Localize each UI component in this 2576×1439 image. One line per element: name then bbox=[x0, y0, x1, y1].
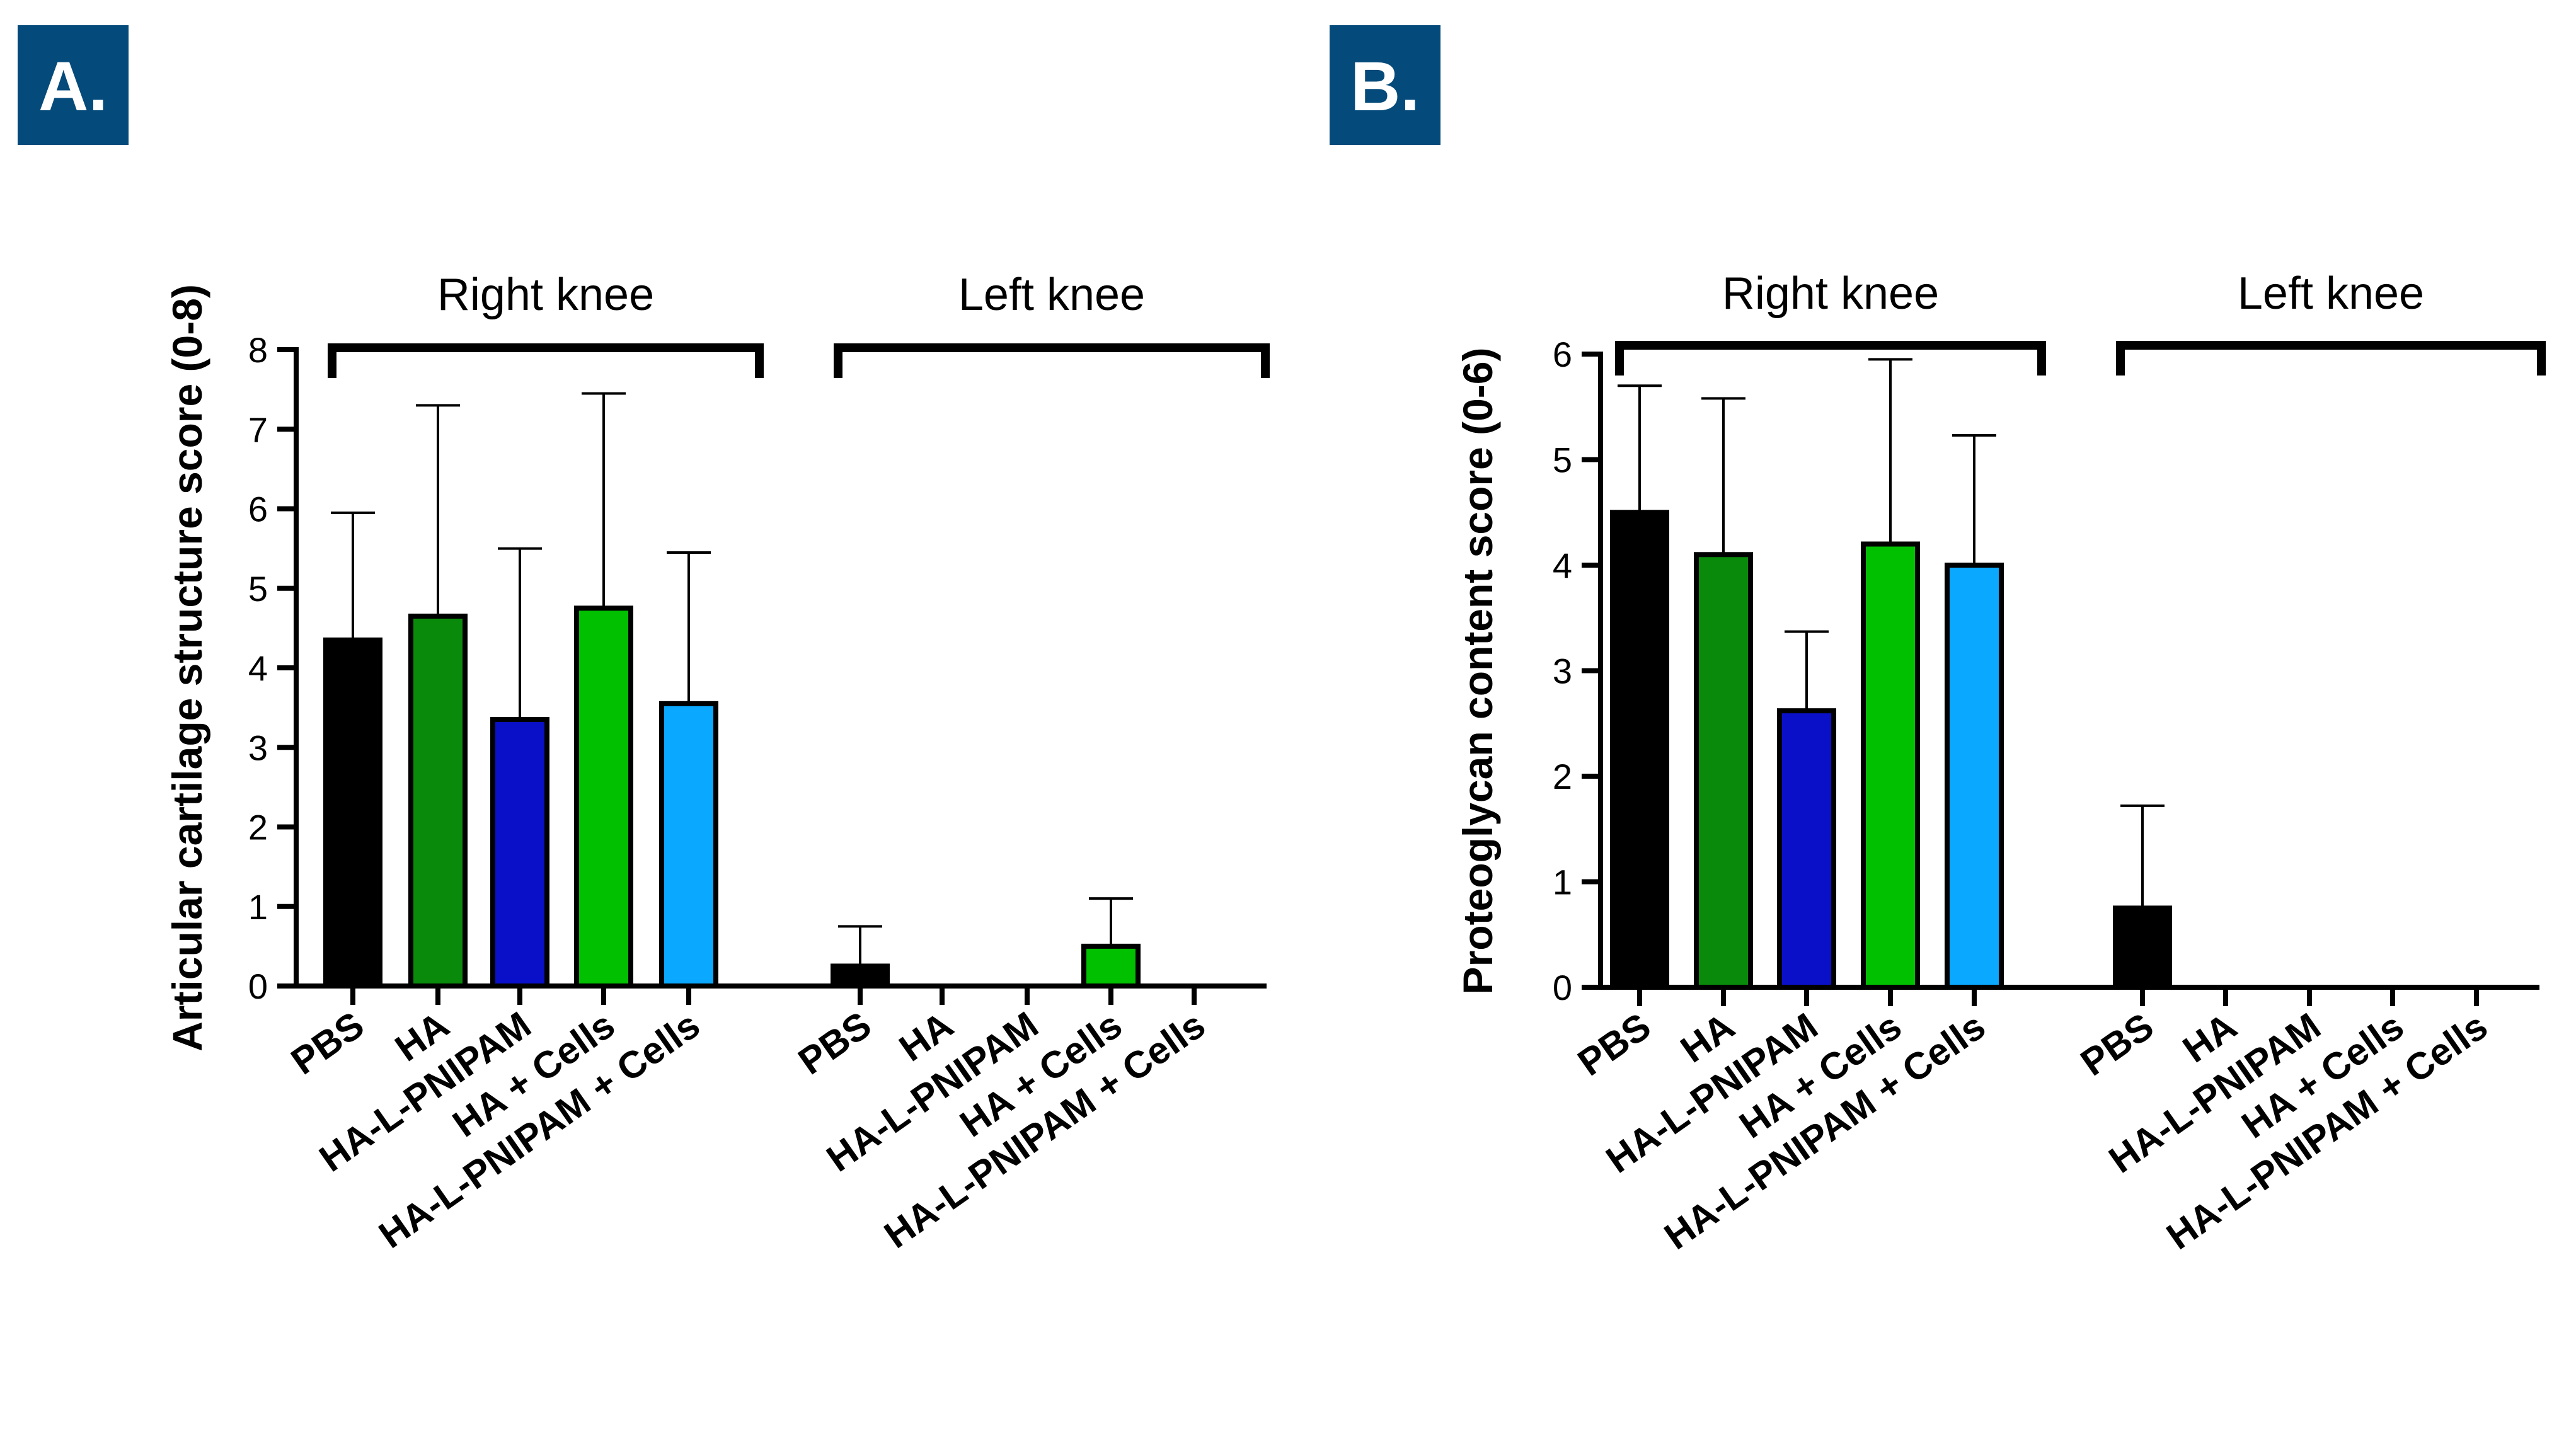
group-bracket bbox=[1615, 341, 2046, 376]
y-tick-label: 3 bbox=[1553, 651, 1572, 691]
bar bbox=[1777, 708, 1836, 990]
group-label: Right knee bbox=[437, 270, 654, 320]
y-tick-label: 2 bbox=[248, 808, 268, 847]
bar bbox=[659, 701, 718, 989]
group-bracket bbox=[328, 343, 764, 378]
panel-label: A. bbox=[38, 48, 108, 125]
chart-panel-b: B. Proteoglycan content score (0-6) 0 1 2 3 4 5… bbox=[1330, 25, 2546, 1258]
panel-label-box bbox=[1330, 25, 1440, 145]
panel-label: B. bbox=[1350, 48, 1420, 125]
bar bbox=[490, 717, 549, 989]
group-label: Left knee bbox=[958, 270, 1145, 320]
category-label: PBS bbox=[2073, 1005, 2161, 1084]
bar bbox=[1610, 510, 1669, 990]
bar bbox=[1081, 943, 1141, 989]
category-label: PBS bbox=[1570, 1005, 1658, 1084]
y-tick-label: 1 bbox=[248, 887, 268, 927]
y-tick-label: 5 bbox=[248, 569, 268, 609]
y-tick-label: 2 bbox=[1553, 757, 1572, 796]
bar bbox=[574, 605, 633, 989]
y-tick-label: 4 bbox=[248, 648, 268, 688]
y-tick-label: 6 bbox=[248, 490, 268, 529]
y-tick-label: 6 bbox=[1553, 335, 1572, 374]
y-axis-label: Articular cartilage structure score (0-8… bbox=[164, 284, 210, 1052]
chart-panel-a: A. Articular cartilage structure score (0… bbox=[18, 25, 1270, 1256]
y-axis-label: Proteoglycan content score (0-6) bbox=[1454, 348, 1501, 995]
panel-label-box bbox=[18, 25, 129, 145]
bar bbox=[1945, 563, 2004, 990]
category-label: PBS bbox=[284, 1004, 371, 1083]
bar bbox=[2113, 905, 2172, 990]
y-tick-label: 4 bbox=[1553, 546, 1572, 585]
y-tick-label: 7 bbox=[248, 410, 268, 449]
y-tick-label: 0 bbox=[248, 966, 268, 1006]
group-bracket bbox=[2116, 341, 2546, 376]
y-tick-label: 0 bbox=[1553, 968, 1572, 1007]
bar bbox=[323, 637, 382, 989]
category-label: PBS bbox=[791, 1004, 878, 1083]
group-label: Left knee bbox=[2238, 268, 2424, 319]
y-tick-label: 5 bbox=[1553, 440, 1572, 480]
bar bbox=[1861, 541, 1920, 990]
bar bbox=[1694, 552, 1753, 990]
bar bbox=[831, 963, 890, 989]
y-tick-label: 8 bbox=[248, 330, 268, 370]
group-bracket bbox=[834, 343, 1270, 378]
bar bbox=[408, 613, 468, 989]
y-tick-label: 3 bbox=[248, 728, 268, 767]
y-tick-label: 1 bbox=[1553, 863, 1572, 902]
group-label: Right knee bbox=[1722, 268, 1939, 319]
